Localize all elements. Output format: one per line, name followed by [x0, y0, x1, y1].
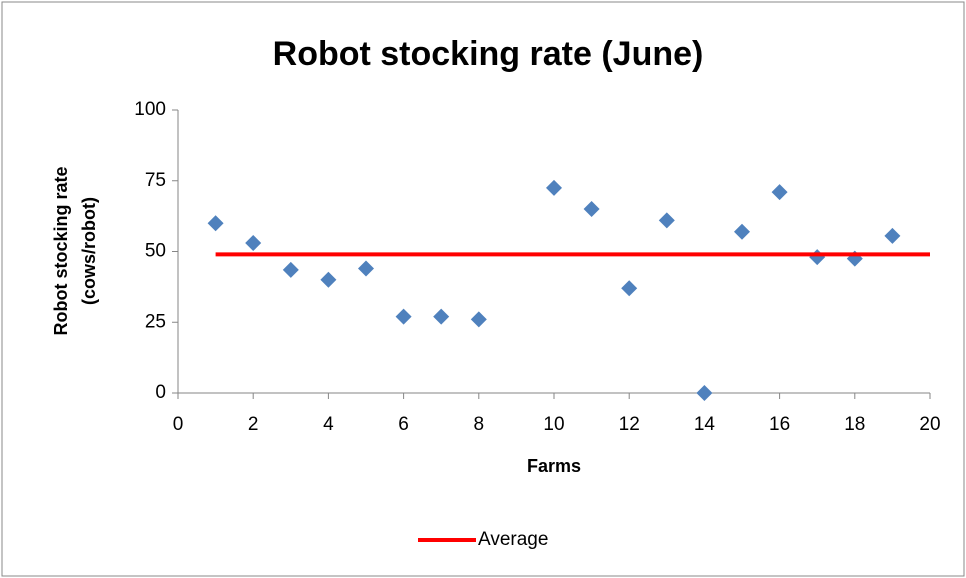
x-tick-label: 10	[543, 414, 564, 435]
data-point	[320, 271, 337, 288]
data-point	[696, 385, 713, 401]
data-point	[395, 308, 412, 325]
x-tick-label: 16	[769, 414, 790, 435]
data-point	[884, 227, 901, 244]
data-point	[358, 260, 374, 277]
data-point	[621, 280, 638, 297]
y-tick-label: 25	[145, 311, 166, 332]
data-point	[771, 184, 788, 201]
y-axis-label: (cows/robot)	[79, 197, 99, 305]
x-tick-label: 12	[619, 414, 640, 435]
x-tick-label: 18	[844, 414, 865, 435]
data-point	[546, 179, 562, 196]
x-tick-label: 8	[474, 414, 485, 435]
data-point	[846, 250, 863, 267]
x-tick-label: 20	[919, 414, 940, 435]
data-point	[282, 261, 299, 278]
data-point	[433, 308, 450, 325]
x-tick-label: 0	[173, 414, 184, 435]
y-tick-label: 0	[155, 382, 166, 403]
data-point	[583, 201, 600, 218]
data-point	[207, 215, 224, 232]
chart-title: Robot stocking rate (June)	[273, 35, 704, 73]
data-point	[470, 311, 487, 328]
data-point	[734, 223, 750, 240]
x-tick-label: 2	[248, 414, 259, 435]
x-tick-label: 6	[398, 414, 409, 435]
y-axis-label: Robot stocking rate	[51, 166, 71, 335]
x-tick-label: 14	[694, 414, 716, 435]
x-tick-label: 4	[323, 414, 334, 435]
x-axis-label: Farms	[527, 456, 581, 476]
data-point	[245, 235, 262, 252]
y-tick-label: 100	[134, 99, 166, 120]
data-point	[658, 212, 675, 229]
legend-label: Average	[478, 529, 548, 550]
y-tick-label: 50	[145, 241, 166, 262]
y-tick-label: 75	[145, 170, 166, 191]
